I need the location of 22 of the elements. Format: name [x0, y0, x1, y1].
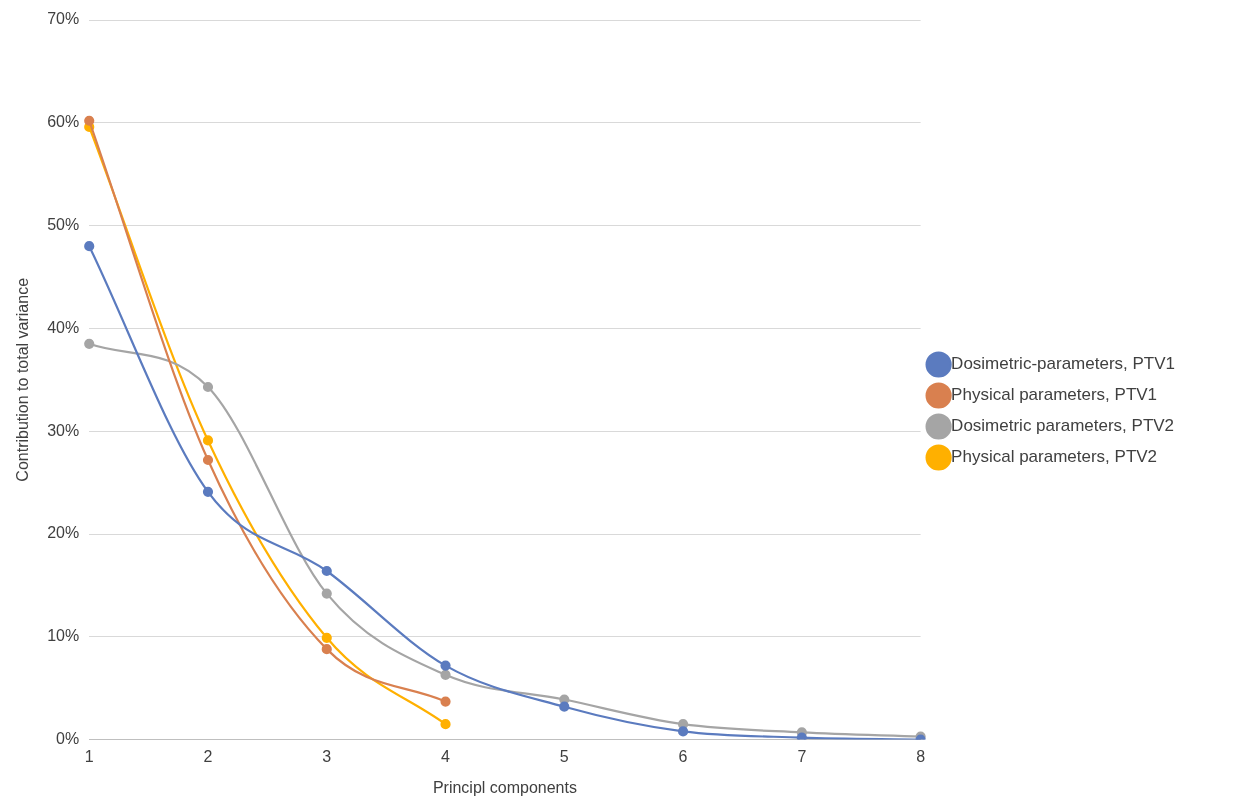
y-tick-label: 40% [47, 318, 80, 336]
y-axis-title: Contribution to total variance [14, 277, 32, 482]
x-tick-label: 8 [916, 747, 926, 765]
legend-label: Physical parameters, PTV2 [951, 447, 1158, 467]
x-tick-label: 6 [678, 747, 688, 765]
y-tick-label: 70% [47, 10, 80, 28]
x-axis-title: Principl components [432, 778, 577, 796]
legend-label: Physical parameters, PTV1 [951, 385, 1158, 405]
x-tick-label: 5 [559, 747, 569, 765]
x-tick-label: 2 [203, 747, 213, 765]
x-tick-label: 7 [797, 747, 807, 765]
y-tick-label: 20% [47, 524, 80, 542]
y-tick-label: 30% [47, 421, 80, 439]
legend-label: Dosimetric-parameters, PTV1 [951, 354, 1175, 374]
legend-label: Dosimetric parameters, PTV2 [951, 416, 1175, 436]
y-tick-label: 60% [47, 113, 80, 131]
y-tick-label: 50% [47, 216, 80, 234]
x-tick-label: 1 [84, 747, 94, 765]
x-tick-label: 3 [322, 747, 332, 765]
y-tick-label: 0% [56, 730, 80, 748]
y-tick-label: 10% [47, 627, 80, 645]
x-tick-label: 4 [441, 747, 451, 765]
